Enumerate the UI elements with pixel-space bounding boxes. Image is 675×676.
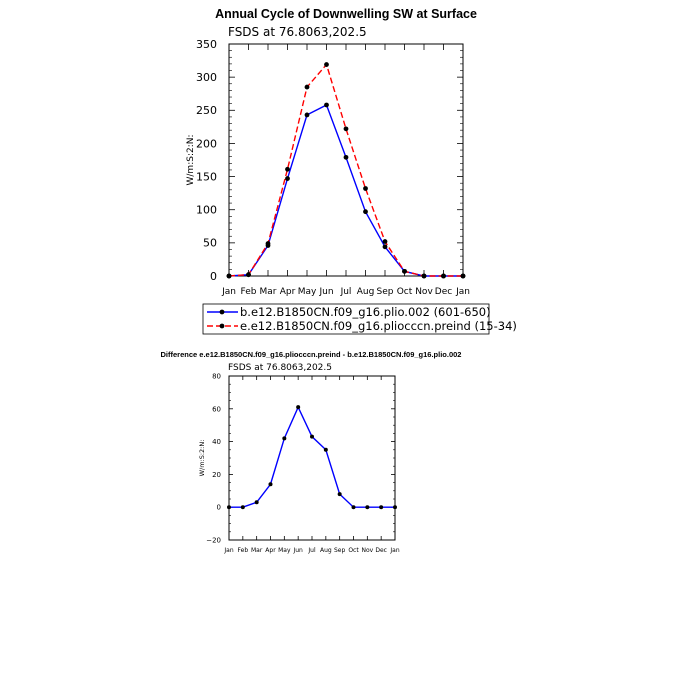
x-tick-label: Jul [340,287,352,297]
x-tick-label: May [278,547,291,554]
data-point-series-1 [351,505,356,510]
data-point-series-2 [246,272,251,278]
chart2-title: Difference e.e12.B1850CN.f09_g16.plioccc… [161,350,462,359]
data-point-series-1 [337,492,342,497]
x-tick-label: Mar [251,547,263,554]
chart1-plot-area [226,62,466,279]
data-point-series-1 [363,209,368,215]
data-point-series-2 [324,62,329,67]
x-tick-label: Oct [397,287,413,297]
x-tick-label: Aug [320,547,332,554]
x-tick-label: Sep [377,287,394,297]
data-point-series-1 [323,447,328,452]
x-tick-label: Sep [334,547,346,554]
data-point-series-1 [304,112,310,118]
data-point-series-2 [363,186,368,191]
y-tick-label: 20 [212,471,221,479]
y-tick-label: 100 [196,204,217,217]
data-point-series-2 [285,166,290,172]
legend-label-series-2: e.e12.B1850CN.f09_g16.pliocccn.preind (1… [240,319,517,333]
chart2-subtitle: FSDS at 76.8063,202.5 [228,363,332,373]
chart2-axes: −20 0 20 40 60 80 Jan Feb Mar Apr May Jun Jul Aug Sep O… [206,372,400,554]
series-line-2 [228,63,463,277]
data-point-series-1 [365,505,370,510]
data-point-series-2 [226,273,232,279]
data-point-series-1 [379,505,384,510]
data-point-series-2 [382,239,388,244]
data-point-series-1 [254,500,259,505]
y-tick-label: 250 [196,104,217,117]
y-tick-label: 300 [196,71,217,84]
data-point-series-2 [343,126,349,132]
data-point-series-2 [265,241,271,246]
data-point-series-2 [304,84,310,90]
x-tick-label: Dec [435,287,452,297]
data-point-series-2 [402,268,407,274]
y-tick-label: 50 [203,237,217,250]
data-point-series-1 [285,176,290,181]
x-tick-label: Nov [361,547,373,554]
y-tick-label: −20 [206,536,221,544]
chart0-frame [228,43,464,277]
x-tick-label: Feb [241,287,257,297]
legend-box [202,303,490,335]
y-tick-label: 150 [196,170,217,183]
x-tick-label: Jan [221,287,236,297]
x-tick-label: Jun [318,287,333,297]
y-tick-label: 0 [217,504,221,512]
x-tick-label: Jan [455,287,470,297]
chart1-title: Annual Cycle of Downwelling SW at Surfac… [215,7,477,21]
x-tick-label: Feb [238,547,249,554]
data-point-series-1 [393,505,397,510]
y-tick-label: 0 [210,270,217,283]
chart1-ylabel: W/m:S:2:N: [186,135,196,186]
legend-marker-series-1 [219,309,225,315]
x-tick-label: May [298,287,317,297]
data-point-series-1 [240,505,245,510]
data-point-series-1 [382,244,388,250]
chart2-plot-area [227,405,397,510]
chart1-axes: 0 50 100 150 200 250 300 350 Jan Feb Mar Apr May Jun J… [196,38,470,297]
chart1-legend: b.e12.B1850CN.f09_g16.plio.002 (601-650)… [202,303,517,335]
x-tick-label: Jul [307,547,316,554]
data-point-series-1 [310,434,314,439]
data-point-series-1 [343,154,349,160]
x-tick-label: Apr [280,287,296,297]
chart1-frame [228,375,396,541]
x-tick-label: Jan [223,547,233,554]
y-tick-label: 200 [196,137,217,150]
data-point-series-1 [227,505,231,510]
x-tick-label: Apr [265,547,276,554]
data-point-series-1 [296,405,301,410]
y-tick-label: 80 [212,372,221,380]
x-tick-label: Aug [357,287,375,297]
data-point-series-1 [324,102,329,108]
y-tick-label: 40 [212,438,221,446]
chart1-subtitle: FSDS at 76.8063,202.5 [228,25,367,39]
chart2-ylabel: W/m:S:2:N: [198,440,206,477]
y-tick-label: 60 [212,405,221,413]
y-tick-label: 350 [196,38,217,51]
legend-label-series-1: b.e12.B1850CN.f09_g16.plio.002 (601-650) [240,305,491,319]
x-tick-label: Jun [292,547,303,554]
x-tick-label: Jan [389,547,399,554]
data-point-series-1 [268,482,273,487]
data-point-series-2 [441,273,446,279]
data-point-series-2 [460,273,466,279]
x-tick-label: Oct [348,547,359,554]
x-tick-label: Nov [415,287,433,297]
series-line-1 [229,405,395,508]
x-tick-label: Dec [375,547,387,554]
data-point-series-1 [282,436,287,441]
x-tick-label: Mar [260,287,277,297]
data-point-series-2 [421,273,427,279]
legend-marker-series-2 [219,323,225,329]
